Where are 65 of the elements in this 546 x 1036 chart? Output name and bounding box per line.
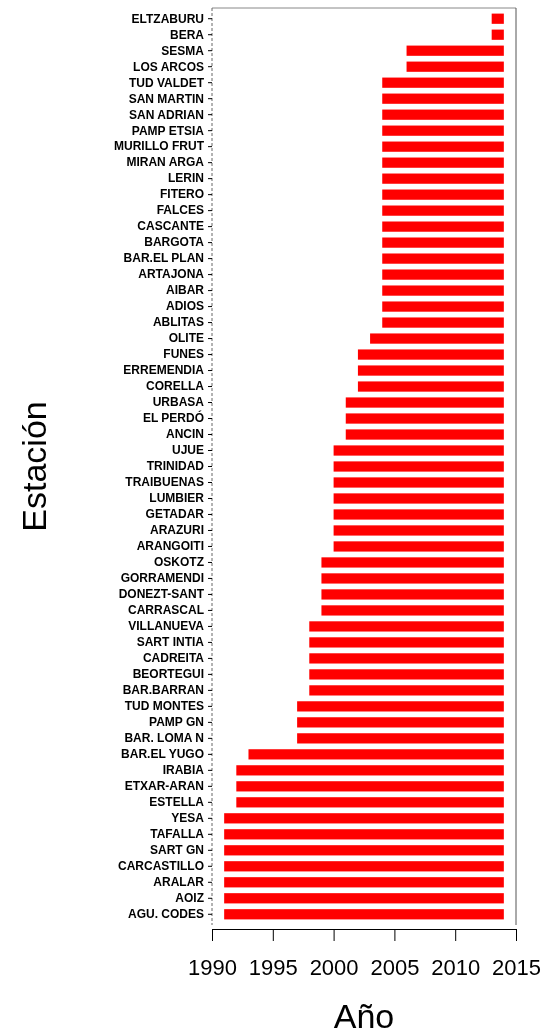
y-tick-label: BAR.BARRAN <box>122 683 204 698</box>
x-tick-label: 1990 <box>188 954 237 980</box>
y-tick-label: AGU. CODES <box>127 907 204 922</box>
y-tick-label: ARAZURI <box>150 523 204 538</box>
x-tick-label: 2015 <box>492 954 541 980</box>
y-tick-label: DONEZT-SANT <box>118 587 205 602</box>
y-axis-title: Estación <box>15 401 53 532</box>
y-tick-label: GETADAR <box>145 507 205 522</box>
y-tick-label: PAMP ETSIA <box>131 123 205 138</box>
y-tick-label: TRAIBUENAS <box>125 475 204 490</box>
y-tick-label: VILLANUEVA <box>128 619 205 634</box>
y-tick-label: LERIN <box>168 171 204 186</box>
y-tick-label: ANCIN <box>166 427 204 442</box>
y-tick-label: CARCASTILLO <box>118 859 204 874</box>
y-tick-label: CARRASCAL <box>128 603 204 618</box>
y-tick-label: ADIOS <box>165 299 204 314</box>
y-tick-label: ELTZABURU <box>131 11 204 26</box>
y-tick-label: FALCES <box>156 203 204 218</box>
y-tick-label: ERREMENDIA <box>123 363 205 378</box>
y-tick-label: FUNES <box>163 347 204 362</box>
y-tick-label: BEORTEGUI <box>132 667 204 682</box>
y-tick-label: FITERO <box>160 187 204 202</box>
y-tick-label: LUMBIER <box>149 491 205 506</box>
y-tick-label: LOS ARCOS <box>133 59 204 74</box>
y-tick-label: IRABIA <box>162 763 205 778</box>
x-tick-label: 2005 <box>370 954 420 980</box>
y-tick-label: ESTELLA <box>149 795 205 810</box>
y-tick-label: SART INTIA <box>136 635 205 650</box>
y-tick-label: TAFALLA <box>150 827 205 842</box>
x-tick-label: 1995 <box>248 954 298 980</box>
y-tick-label: URBASA <box>152 395 205 410</box>
y-tick-label: BERA <box>169 27 205 42</box>
y-tick-label: TUD VALDET <box>128 75 205 90</box>
y-tick-label: SART GN <box>150 843 204 858</box>
y-tick-label: YESA <box>171 811 205 826</box>
y-tick-label: CADREITA <box>142 651 205 666</box>
y-tick-label: ARALAR <box>153 875 205 890</box>
y-tick-label: ABLITAS <box>152 315 204 330</box>
y-tick-label: ARTAJONA <box>138 267 205 282</box>
y-tick-label: GORRAMENDI <box>120 571 204 586</box>
y-tick-label: SAN ADRIAN <box>129 107 204 122</box>
x-tick-label: 2010 <box>431 954 481 980</box>
y-tick-label: ETXAR-ARAN <box>124 779 204 794</box>
y-tick-label: ARANGOITI <box>136 539 204 554</box>
y-tick-label: OLITE <box>168 331 204 346</box>
x-axis-title: Año <box>333 997 395 1035</box>
y-tick-label: UJUE <box>171 443 204 458</box>
y-tick-label: BAR.EL YUGO <box>121 747 204 762</box>
y-tick-label: CORELLA <box>146 379 205 394</box>
y-tick-label: TUD MONTES <box>124 699 204 714</box>
y-tick-label: SAN MARTIN <box>128 91 204 106</box>
y-tick-label: BAR.EL PLAN <box>123 251 204 266</box>
y-tick-label: AIBAR <box>166 283 205 298</box>
y-tick-label: AOIZ <box>175 891 204 906</box>
y-tick-label: CASCANTE <box>137 219 204 234</box>
y-tick-label: BARGOTA <box>144 235 205 250</box>
y-tick-label: MURILLO FRUT <box>114 139 205 154</box>
y-tick-label: PAMP GN <box>149 715 204 730</box>
y-tick-label: BAR. LOMA N <box>124 731 204 746</box>
y-tick-label: MIRAN ARGA <box>126 155 205 170</box>
y-tick-label: EL PERDÓ <box>142 410 204 426</box>
y-tick-label: OSKOTZ <box>154 555 204 570</box>
y-tick-label: SESMA <box>161 43 205 58</box>
y-tick-label: TRINIDAD <box>146 459 205 474</box>
x-tick-label: 2000 <box>309 954 359 980</box>
